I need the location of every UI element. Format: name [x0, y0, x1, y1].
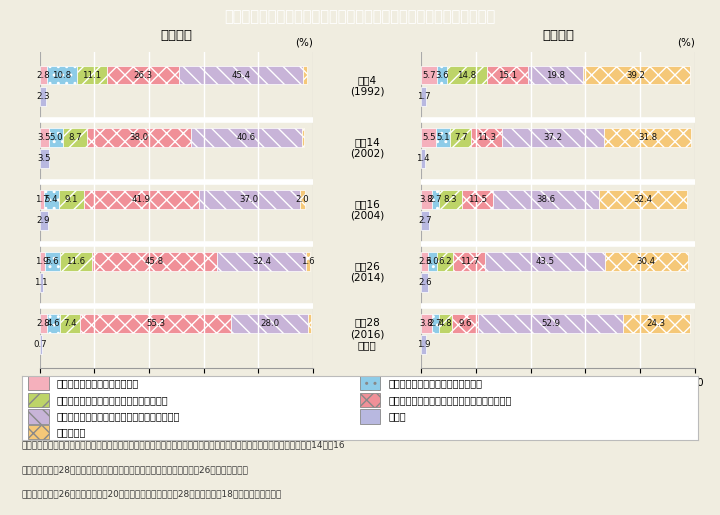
Bar — [421, 128, 436, 147]
Bar — [439, 314, 452, 333]
Bar — [604, 128, 691, 147]
Bar — [40, 87, 46, 106]
Text: 37.2: 37.2 — [544, 133, 562, 142]
Text: 子供が大きくなったら再び職業をもつ方がよい: 子供が大きくなったら再び職業をもつ方がよい — [57, 411, 180, 421]
Text: 4.6: 4.6 — [47, 319, 60, 328]
Text: 子供ができるまでは，職業をもつ方がよい: 子供ができるまでは，職業をもつ方がよい — [57, 395, 168, 405]
Text: 15.1: 15.1 — [498, 71, 518, 80]
Text: 結婚するまでは職業をもつ方がよい: 結婚するまでは職業をもつ方がよい — [388, 378, 482, 388]
Bar — [308, 314, 311, 333]
Bar — [28, 409, 49, 423]
Text: 9.6: 9.6 — [459, 319, 472, 328]
Text: 10.8: 10.8 — [53, 71, 71, 80]
Text: ＜女性＞: ＜女性＞ — [161, 29, 192, 42]
Text: 2.8: 2.8 — [37, 319, 50, 328]
Text: 1.1: 1.1 — [35, 278, 48, 287]
Bar — [421, 211, 428, 230]
Bar — [28, 376, 49, 390]
Bar — [40, 211, 48, 230]
Bar — [446, 66, 487, 84]
Bar — [28, 425, 49, 439]
Bar — [605, 252, 688, 271]
Bar — [472, 128, 502, 147]
Bar — [421, 314, 431, 333]
Bar — [60, 252, 92, 271]
Bar — [45, 252, 60, 271]
Bar — [360, 392, 380, 407]
Text: わからない: わからない — [57, 427, 86, 437]
Text: 39.2: 39.2 — [626, 71, 646, 80]
Text: 2.6: 2.6 — [418, 278, 431, 287]
Text: 52.9: 52.9 — [541, 319, 560, 328]
Bar — [421, 87, 426, 106]
Bar — [199, 190, 300, 209]
Bar — [40, 128, 49, 147]
Text: 32.4: 32.4 — [252, 257, 271, 266]
Bar — [599, 190, 688, 209]
Bar — [302, 128, 304, 147]
Text: ２．平成26年以前の調査は20歳以上の者が対象。平成28年の調査は，18歳以上の者が対象。: ２．平成26年以前の調査は20歳以上の者が対象。平成28年の調査は，18歳以上の… — [22, 490, 282, 499]
Bar — [582, 66, 690, 84]
Text: 3.5: 3.5 — [37, 154, 51, 163]
Bar — [437, 66, 446, 84]
Text: 3.0: 3.0 — [426, 257, 439, 266]
Text: 1.7: 1.7 — [417, 92, 431, 101]
Bar — [40, 335, 42, 354]
Text: 平成14
(2002): 平成14 (2002) — [350, 137, 384, 159]
Text: 8.3: 8.3 — [444, 195, 457, 204]
Text: (%): (%) — [677, 37, 695, 47]
Text: 45.8: 45.8 — [145, 257, 164, 266]
Text: 40.6: 40.6 — [237, 133, 256, 142]
Text: 2.9: 2.9 — [37, 216, 50, 225]
Text: 7.4: 7.4 — [63, 319, 77, 328]
Text: 2.7: 2.7 — [418, 216, 432, 225]
Text: 11.5: 11.5 — [468, 195, 487, 204]
Text: 5.7: 5.7 — [422, 71, 436, 80]
Bar — [59, 190, 84, 209]
Text: 1.7: 1.7 — [35, 195, 49, 204]
Text: 3.6: 3.6 — [435, 71, 449, 80]
Text: 2.0: 2.0 — [296, 195, 310, 204]
Text: 5.0: 5.0 — [49, 133, 63, 142]
Text: 2.3: 2.3 — [36, 92, 50, 101]
Text: 2.6: 2.6 — [418, 257, 431, 266]
Bar — [360, 409, 380, 423]
Text: 31.8: 31.8 — [638, 133, 657, 142]
Text: 5.6: 5.6 — [45, 257, 59, 266]
Bar — [493, 190, 599, 209]
Text: 2.7: 2.7 — [428, 319, 442, 328]
Text: 38.0: 38.0 — [129, 133, 148, 142]
Text: 3.5: 3.5 — [37, 133, 51, 142]
Text: 28.0: 28.0 — [260, 319, 279, 328]
Bar — [49, 128, 63, 147]
Text: 平成26
(2014): 平成26 (2014) — [350, 261, 384, 283]
Text: 1.9: 1.9 — [35, 257, 49, 266]
Text: 19.8: 19.8 — [546, 71, 565, 80]
Text: 24.3: 24.3 — [647, 319, 666, 328]
Bar — [84, 190, 199, 209]
Text: （備考）１．総理府「男女平等に関する世論調査」（平成４年），内閣府「男女共同参画社会に関する世論調査」（平成14年，16: （備考）１．総理府「男女平等に関する世論調査」（平成４年），内閣府「男女共同参画… — [22, 440, 345, 449]
Bar — [303, 66, 307, 84]
Bar — [48, 66, 77, 84]
Bar — [86, 128, 191, 147]
Text: 4.8: 4.8 — [438, 319, 452, 328]
Text: 14.8: 14.8 — [457, 71, 477, 80]
Bar — [421, 252, 428, 271]
Bar — [231, 314, 308, 333]
Text: 5.5: 5.5 — [422, 133, 436, 142]
Text: 平成4
(1992): 平成4 (1992) — [350, 75, 384, 96]
Text: 5.1: 5.1 — [436, 133, 450, 142]
Bar — [40, 66, 48, 84]
Text: 1.9: 1.9 — [417, 340, 431, 349]
Text: 平成28
(2016)
（年）: 平成28 (2016) （年） — [350, 317, 384, 351]
Bar — [436, 252, 454, 271]
Text: 5.4: 5.4 — [45, 195, 58, 204]
Text: 2.7: 2.7 — [428, 195, 442, 204]
Text: 11.7: 11.7 — [460, 257, 479, 266]
Text: 3.8: 3.8 — [420, 319, 433, 328]
Bar — [623, 314, 690, 333]
Bar — [60, 314, 80, 333]
Bar — [48, 314, 60, 333]
Text: (%): (%) — [295, 37, 313, 47]
Text: 女性は職業をもたない方がよい: 女性は職業をもたない方がよい — [57, 378, 139, 388]
